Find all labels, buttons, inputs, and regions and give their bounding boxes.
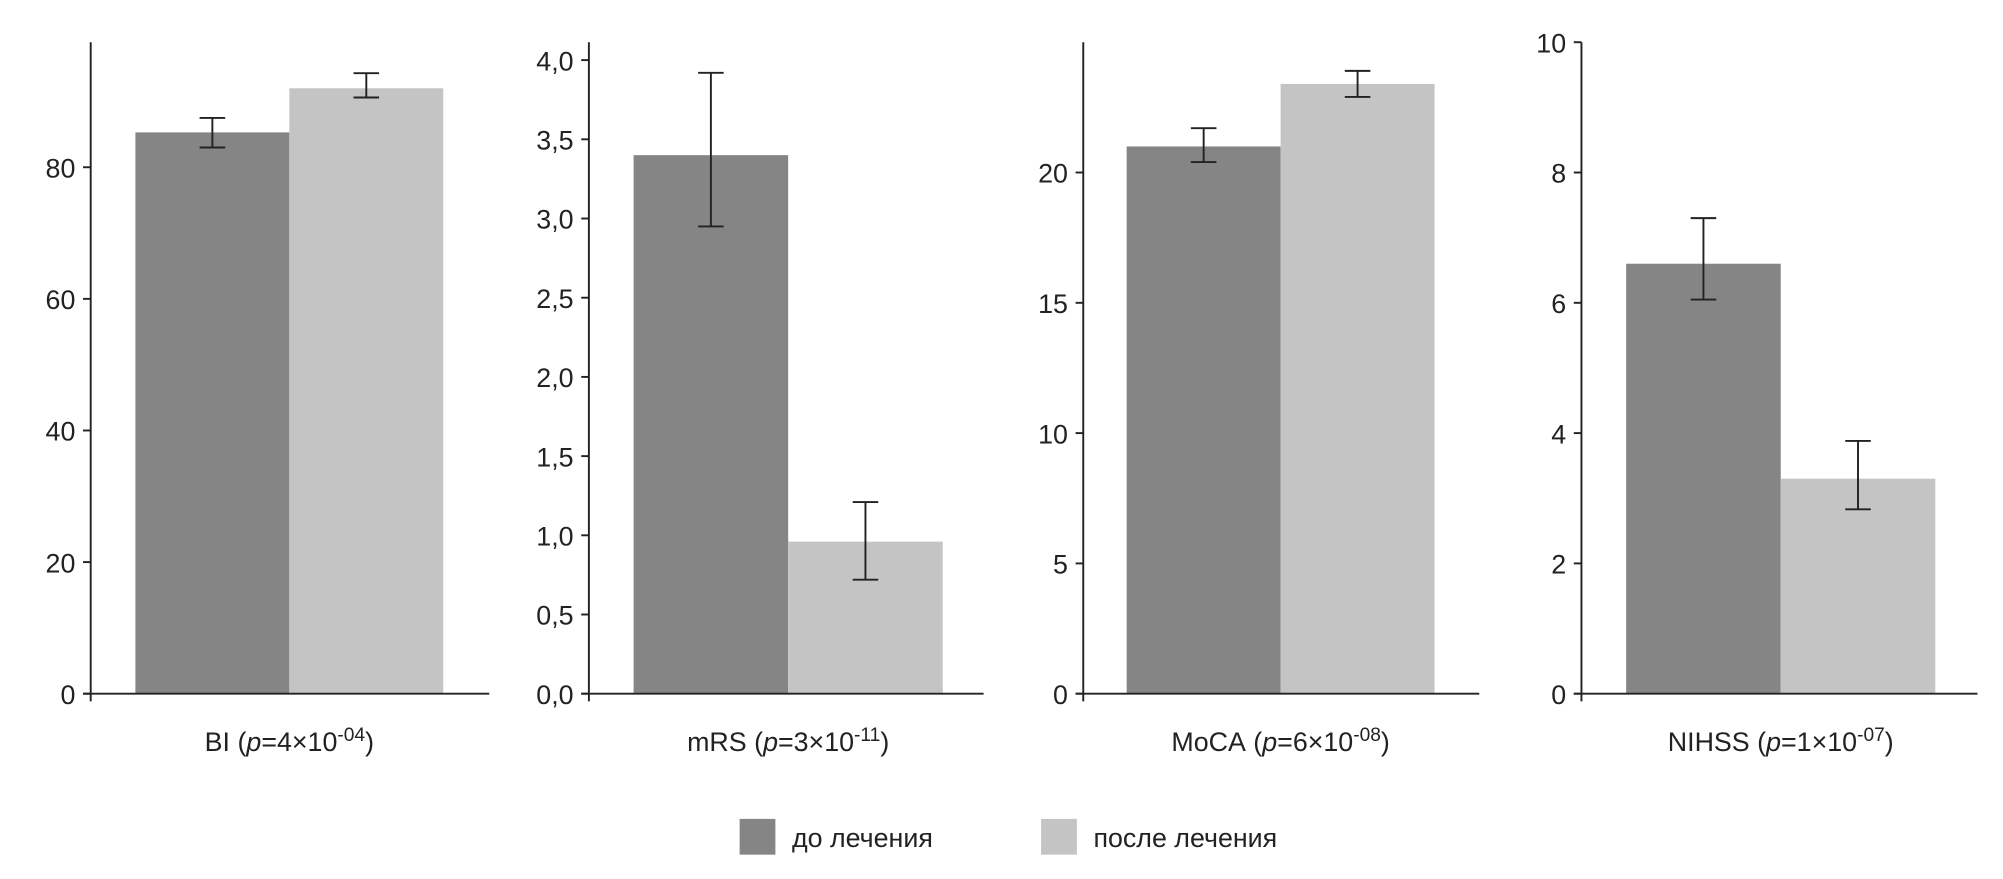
- x-label-paren: (: [230, 727, 246, 757]
- chart-panel-nihss: 0 2 4 6 8 10 NIHSS (p=1×10-07): [1536, 28, 1978, 758]
- bar-before: [1626, 263, 1781, 694]
- error-bar-before: [698, 71, 724, 228]
- error-bar-after: [1344, 69, 1371, 98]
- error-bar-after: [852, 501, 879, 581]
- x-label-p_mant: =4×10: [261, 727, 337, 757]
- chart-panel-moca: 0 5 10 15 20 MoCA (p=6×10-08): [1038, 42, 1480, 758]
- x-label-p_exp: -11: [854, 725, 880, 746]
- y-tick-label: 1,0: [536, 522, 573, 552]
- y-tick-label: 10: [1536, 28, 1566, 58]
- y-tick-label: 60: [46, 285, 76, 315]
- x-label-p_prefix: p: [1765, 727, 1781, 757]
- bar-after: [1780, 478, 1936, 694]
- bar-before: [633, 155, 789, 694]
- x-label-p_exp: -07: [1857, 725, 1885, 746]
- legend-swatch-before: [739, 818, 776, 855]
- error-bar-before: [1690, 217, 1717, 301]
- x-label-close: ): [365, 727, 374, 757]
- legend: до лечения после лечения: [739, 818, 1277, 855]
- y-tick-label: 2,5: [536, 284, 573, 314]
- y-tick-label: 4,0: [536, 46, 573, 76]
- y-tick-label: 10: [1038, 419, 1068, 449]
- y-tick-label: 5: [1053, 550, 1068, 580]
- error-bar-after: [1845, 439, 1871, 511]
- x-label-p_exp: -04: [337, 725, 365, 746]
- bar-after: [289, 88, 444, 694]
- x-label-name: NIHSS: [1668, 727, 1750, 757]
- x-label-p_exp: -08: [1353, 725, 1381, 746]
- x-label-paren: (: [1750, 727, 1766, 757]
- legend-label-after: после лечения: [1093, 823, 1277, 853]
- x-label-close: ): [880, 727, 889, 757]
- y-tick-label: 20: [1038, 159, 1068, 189]
- legend-label-before: до лечения: [792, 823, 933, 853]
- x-label-p_mant: =6×10: [1277, 727, 1353, 757]
- y-tick-label: 3,5: [536, 126, 573, 156]
- bar-after: [1280, 83, 1435, 694]
- y-tick-label: 0: [60, 680, 75, 710]
- error-bar-after: [353, 72, 380, 99]
- x-axis-label: MoCA (p=6×10-08): [1171, 725, 1389, 758]
- y-tick-label: 80: [46, 153, 76, 183]
- error-bar-before: [199, 116, 226, 149]
- y-tick-label: 2: [1551, 550, 1566, 580]
- x-axis-label: mRS (p=3×10-11): [687, 725, 889, 758]
- x-axis-label: BI (p=4×10-04): [205, 725, 374, 758]
- bar-before: [1126, 146, 1281, 694]
- y-tick-label: 0: [1053, 680, 1068, 710]
- y-tick-label: 20: [46, 548, 76, 578]
- x-label-p_prefix: p: [1261, 727, 1277, 757]
- y-tick-label: 2,0: [536, 363, 573, 393]
- chart-panel-mrs: 0,0 0,5 1,0 1,5 2,0 2,5 3,0 3,5 4,0 mRS (p=3×10-1…: [536, 42, 984, 758]
- y-tick-label: 6: [1551, 289, 1566, 319]
- x-label-paren: (: [747, 727, 763, 757]
- x-label-name: BI: [205, 727, 230, 757]
- y-tick-label: 1,5: [536, 442, 573, 472]
- bar-before: [135, 132, 290, 694]
- x-label-p_prefix: p: [762, 727, 778, 757]
- y-tick-label: 3,0: [536, 205, 573, 235]
- y-tick-label: 8: [1551, 159, 1566, 189]
- y-tick-label: 40: [46, 417, 76, 447]
- error-bar-before: [1190, 127, 1217, 164]
- x-axis-label: NIHSS (p=1×10-07): [1668, 725, 1894, 758]
- x-label-p_mant: =3×10: [778, 727, 854, 757]
- y-tick-label: 0,5: [536, 601, 573, 631]
- legend-swatch-after: [1041, 818, 1077, 855]
- x-label-close: ): [1381, 727, 1390, 757]
- x-label-close: ): [1885, 727, 1894, 757]
- x-label-name: MoCA: [1171, 727, 1246, 757]
- x-label-name: mRS: [687, 727, 747, 757]
- y-tick-label: 15: [1038, 289, 1068, 319]
- x-label-p_prefix: p: [245, 727, 261, 757]
- x-label-p_mant: =1×10: [1781, 727, 1857, 757]
- y-tick-label: 0,0: [536, 680, 573, 710]
- chart-panel-bi: 0 20 40 60 80 BI (p=4×10-04): [46, 42, 490, 757]
- y-tick-label: 0: [1551, 680, 1566, 710]
- x-label-paren: (: [1246, 727, 1262, 757]
- y-tick-label: 4: [1551, 419, 1566, 449]
